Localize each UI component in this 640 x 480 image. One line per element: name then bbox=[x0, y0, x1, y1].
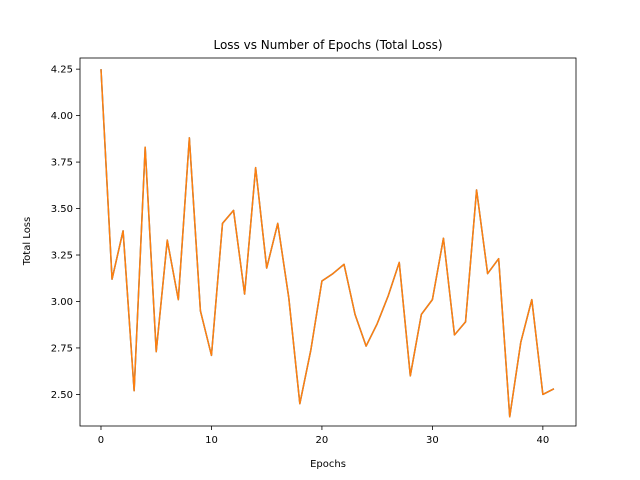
series-layer bbox=[100, 69, 555, 418]
y-tick-label: 3.25 bbox=[51, 251, 73, 262]
series-line-2 bbox=[100, 69, 555, 418]
plot-frame bbox=[79, 57, 577, 427]
y-axis: 2.50 2.75 3.00 3.25 3.50 3.75 4.00 4.25 bbox=[51, 65, 80, 401]
x-tick-label: 30 bbox=[426, 435, 439, 446]
x-tick-label: 10 bbox=[205, 435, 218, 446]
x-axis: 0 10 20 30 40 bbox=[98, 426, 549, 446]
y-tick-label: 3.50 bbox=[51, 204, 73, 215]
y-tick-label: 4.00 bbox=[51, 111, 73, 122]
x-axis-label: Epochs bbox=[310, 459, 346, 470]
x-tick-label: 40 bbox=[536, 435, 549, 446]
series-line-1 bbox=[100, 69, 555, 418]
y-axis-label: Total Loss bbox=[22, 217, 33, 266]
y-tick-label: 2.50 bbox=[51, 390, 73, 401]
y-tick-label: 3.00 bbox=[51, 297, 73, 308]
x-tick-label: 0 bbox=[98, 435, 104, 446]
x-tick-label: 20 bbox=[316, 435, 329, 446]
y-tick-label: 4.25 bbox=[51, 65, 73, 76]
y-tick-label: 3.75 bbox=[51, 158, 73, 169]
plot-area bbox=[79, 57, 577, 427]
y-tick-label: 2.75 bbox=[51, 343, 73, 354]
chart-title: Loss vs Number of Epochs (Total Loss) bbox=[213, 38, 442, 52]
